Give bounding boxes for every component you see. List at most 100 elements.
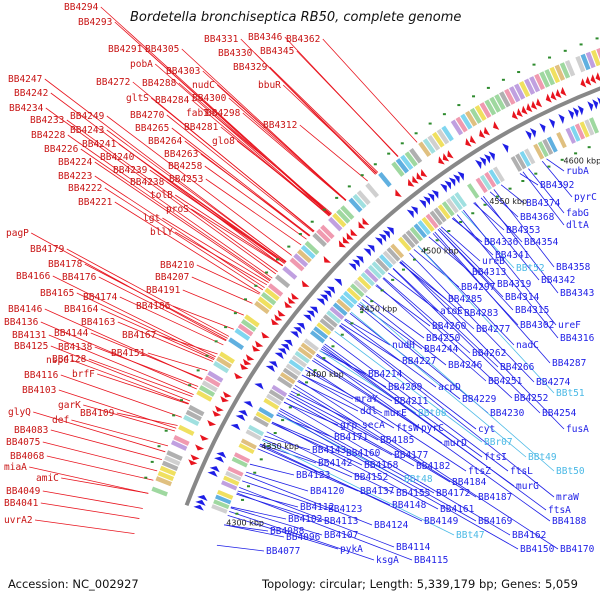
label-leader-line: [50, 429, 162, 460]
outer-cog-mark: [340, 205, 355, 220]
gene-label: BB4109: [80, 408, 115, 419]
gc-skew-dot: [560, 158, 564, 161]
gene-label: ureF: [558, 320, 581, 331]
gene-label: BB4312: [263, 120, 297, 131]
reverse-gene-mark: [444, 180, 452, 190]
gc-skew-dot: [246, 485, 250, 488]
label-leader-line: [242, 480, 327, 510]
label-leader-line: [244, 474, 373, 526]
gene-label: BB4162: [512, 530, 546, 541]
gene-label: BB4182: [416, 461, 450, 472]
outer-cog-mark: [159, 465, 177, 477]
label-leader-line: [237, 490, 299, 508]
outer-cog-mark: [312, 232, 327, 248]
inner-cog-mark: [519, 150, 531, 167]
gc-skew-dot: [486, 86, 490, 89]
label-leader-line: [313, 358, 443, 444]
label-leader-line: [66, 248, 230, 337]
label-leader-line: [323, 345, 547, 511]
reverse-gene-mark: [440, 183, 447, 193]
gene-label: BB4142: [318, 458, 352, 469]
label-leader-line: [117, 321, 214, 362]
inner-cog-mark: [343, 290, 358, 305]
gene-label: glo8: [212, 136, 235, 147]
label-leader-line: [210, 112, 333, 214]
forward-gene-mark: [245, 354, 255, 361]
reverse-gene-mark: [558, 113, 565, 124]
reverse-gene-mark: [502, 143, 509, 153]
forward-gene-mark: [555, 89, 562, 99]
label-leader-line: [437, 229, 514, 311]
gene-label: BB4250: [426, 333, 461, 344]
label-leader-line: [136, 156, 286, 263]
gc-skew-dot: [205, 354, 209, 357]
gene-label: BB4346: [248, 32, 283, 43]
inner-cog-mark: [253, 415, 269, 428]
inner-cog-mark: [574, 123, 586, 140]
gene-label: BB4226: [44, 144, 79, 155]
label-leader-line: [358, 303, 423, 350]
gene-label: BB4049: [6, 486, 41, 497]
reverse-gene-mark: [406, 209, 414, 219]
reverse-gene-mark: [457, 171, 465, 181]
label-leader-line: [401, 260, 463, 314]
gc-skew-dot: [322, 208, 326, 211]
outer-cog-mark: [378, 172, 392, 188]
forward-gene-mark: [252, 345, 261, 352]
label-leader-line: [227, 514, 339, 550]
gene-label: BB4368: [520, 212, 555, 223]
gene-label: BBt08: [418, 408, 447, 419]
forward-gene-mark: [595, 72, 600, 81]
gene-label: BB4354: [524, 237, 559, 248]
outer-cog-mark: [275, 274, 291, 289]
label-leader-line: [230, 507, 323, 536]
kbp-tick-label: 4450 kbp: [360, 305, 398, 314]
inner-cog-mark: [417, 220, 431, 236]
gc-skew-dot: [164, 429, 168, 432]
outer-cog-mark: [219, 351, 235, 364]
outer-cog-mark: [422, 138, 436, 154]
gc-skew-dot: [457, 104, 461, 107]
gene-label: BB4251: [488, 376, 523, 387]
forward-gene-mark: [338, 240, 346, 248]
forward-gene-mark: [271, 318, 280, 326]
inner-cog-mark: [285, 363, 302, 376]
gene-label: BB4283: [464, 308, 498, 319]
label-leader-line: [299, 124, 368, 182]
forward-gene-mark: [536, 98, 543, 108]
label-leader-line: [228, 97, 347, 201]
inner-cog-mark: [221, 480, 238, 491]
gene-label: BB4291: [108, 44, 143, 55]
outer-cog-mark: [216, 356, 233, 369]
reverse-gene-mark: [483, 154, 491, 164]
label-leader-line: [76, 292, 215, 359]
reverse-gene-mark: [587, 101, 594, 112]
gene-label: BB4313: [472, 267, 506, 278]
reverse-gene-mark: [316, 298, 325, 306]
outer-cog-mark: [436, 128, 450, 145]
outer-cog-mark: [320, 224, 335, 240]
label-leader-line: [249, 463, 295, 476]
gene-label: BB4229: [462, 394, 497, 405]
gc-skew-dot: [360, 311, 364, 314]
label-leader-line: [33, 411, 166, 453]
gc-skew-dot: [288, 406, 292, 409]
outer-cog-mark: [591, 49, 600, 67]
gc-skew-dot: [276, 258, 280, 261]
forward-gene-mark: [483, 126, 491, 136]
kbp-tick-label: 4400 kbp: [306, 370, 344, 379]
label-leader-line: [296, 50, 399, 157]
forward-gene-mark: [274, 314, 283, 321]
gene-label: miaA: [4, 462, 27, 473]
inner-cog-mark: [353, 279, 368, 294]
reverse-gene-mark: [323, 290, 332, 298]
gc-skew-dot: [287, 245, 291, 248]
label-leader-line: [339, 324, 477, 430]
label-leader-line: [216, 544, 265, 552]
gc-skew-dot: [253, 471, 257, 474]
label-leader-line: [282, 84, 378, 174]
label-leader-line: [432, 233, 519, 326]
outer-cog-mark: [580, 53, 591, 71]
outer-cog-mark: [400, 154, 414, 171]
